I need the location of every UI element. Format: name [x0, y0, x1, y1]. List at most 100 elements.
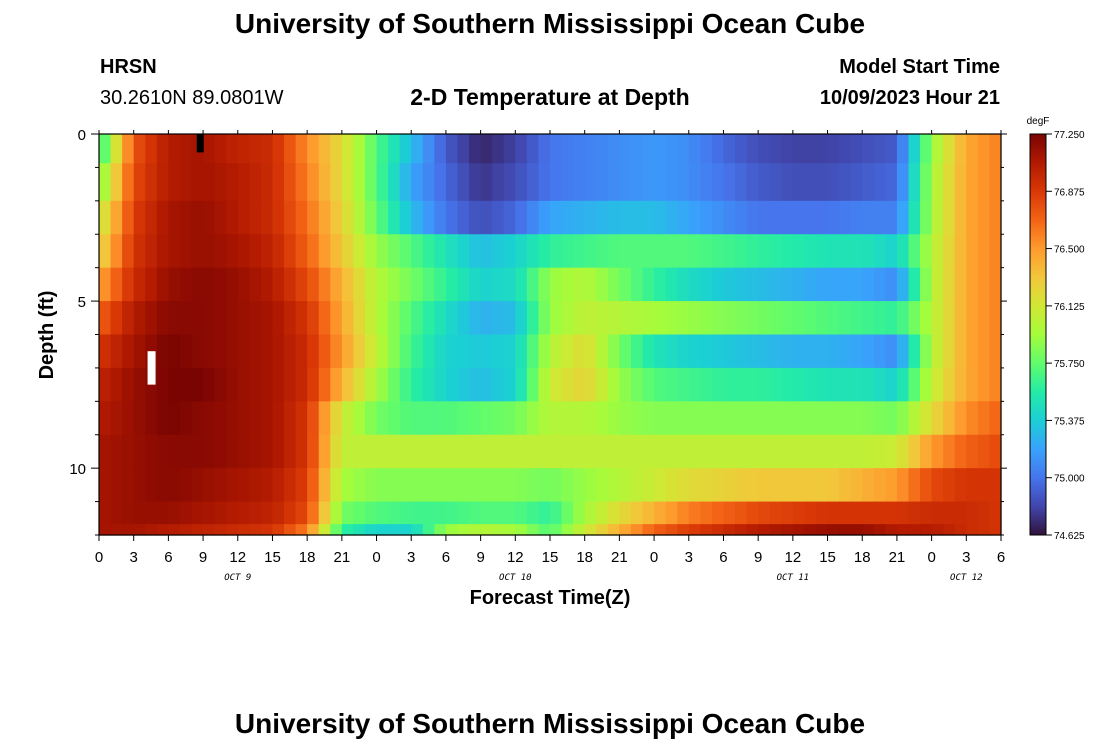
heat-cell — [457, 134, 470, 164]
heat-cell — [353, 367, 366, 402]
heat-cell — [781, 524, 794, 536]
heat-cell — [191, 401, 204, 436]
heat-cell — [318, 334, 331, 369]
heat-cell — [156, 134, 169, 164]
heat-cell — [515, 524, 528, 536]
heat-cell — [885, 234, 898, 269]
heat-cell — [862, 334, 875, 369]
heat-cell — [422, 434, 435, 469]
heat-cell — [249, 200, 262, 235]
heat-cell — [723, 334, 736, 369]
heat-cell — [295, 301, 308, 336]
heat-cell — [792, 334, 806, 369]
heat-cell — [977, 501, 991, 525]
heat-cell — [503, 334, 516, 369]
heat-cell — [758, 234, 771, 269]
heat-cell — [122, 501, 135, 525]
heat-cell — [630, 163, 644, 202]
heat-cell — [480, 301, 493, 336]
heat-cell — [723, 367, 736, 402]
x-tick-label: 15 — [819, 549, 836, 566]
heat-cell — [237, 434, 250, 469]
heat-cell — [156, 234, 169, 269]
heat-cell — [237, 234, 250, 269]
heat-cell — [677, 434, 690, 469]
heat-cell — [237, 134, 250, 164]
heat-cell — [434, 401, 447, 436]
heat-cell — [480, 334, 493, 369]
heat-cell — [723, 501, 736, 525]
heat-cell — [376, 334, 389, 369]
heat-cell — [411, 501, 424, 525]
heat-cell — [989, 501, 1002, 525]
heat-cell — [769, 134, 782, 164]
heat-cell — [561, 234, 574, 269]
heat-cell — [943, 468, 956, 503]
heat-cell — [781, 301, 794, 336]
heat-cell — [156, 434, 169, 469]
heat-cell — [156, 301, 169, 336]
heat-cell — [168, 501, 181, 525]
heat-cell — [862, 367, 875, 402]
heat-cell — [445, 134, 459, 164]
heat-cell — [943, 334, 956, 369]
heat-cell — [492, 524, 505, 536]
heat-cell — [758, 334, 771, 369]
heat-cell — [191, 501, 204, 525]
heat-cell — [434, 200, 447, 235]
x-tick-label: 9 — [754, 549, 762, 566]
heat-cell — [307, 501, 320, 525]
heat-cell — [966, 134, 979, 164]
heat-cell — [630, 401, 644, 436]
heat-cell — [561, 367, 574, 402]
heat-cell — [989, 163, 1002, 202]
heat-cell — [954, 234, 967, 269]
heat-cell — [284, 401, 297, 436]
heat-cell — [815, 234, 829, 269]
heat-cell — [943, 501, 956, 525]
heat-cell — [573, 334, 586, 369]
heat-cell — [237, 334, 250, 369]
heat-cell — [596, 134, 609, 164]
heat-cell — [422, 468, 435, 503]
heat-cell — [330, 367, 343, 402]
heat-cell — [885, 163, 898, 202]
x-tick-label: 6 — [164, 549, 172, 566]
heat-cell — [839, 200, 852, 235]
heat-cell — [596, 401, 609, 436]
x-tick-label: 12 — [507, 549, 524, 566]
heat-cell — [99, 134, 112, 164]
heat-cell — [688, 524, 701, 536]
heat-cell — [203, 267, 216, 302]
heat-cell — [457, 434, 470, 469]
heat-cell — [619, 367, 632, 402]
heat-cell — [422, 234, 435, 269]
heat-cell — [700, 234, 713, 269]
heat-cell — [711, 367, 725, 402]
heat-cell — [469, 334, 482, 369]
heat-cell — [561, 334, 574, 369]
heat-cell — [353, 163, 366, 202]
heat-cell — [746, 401, 759, 436]
heat-cell — [873, 468, 886, 503]
heat-cell — [284, 200, 297, 235]
heat-cell — [526, 301, 540, 336]
heat-cell — [492, 267, 505, 302]
heat-cell — [607, 468, 620, 503]
heat-cell — [896, 301, 910, 336]
heat-cell — [931, 434, 944, 469]
heat-cell — [885, 334, 898, 369]
heat-cell — [839, 401, 852, 436]
heat-cell — [272, 267, 285, 302]
heat-cell — [873, 434, 886, 469]
heat-cell — [445, 367, 459, 402]
heat-cell — [561, 301, 574, 336]
heat-cell — [434, 267, 447, 302]
heat-cell — [688, 267, 701, 302]
heat-cell — [445, 267, 459, 302]
heat-cell — [284, 301, 297, 336]
heat-cell — [943, 524, 956, 536]
heat-cell — [214, 200, 227, 235]
heat-cell — [758, 163, 771, 202]
